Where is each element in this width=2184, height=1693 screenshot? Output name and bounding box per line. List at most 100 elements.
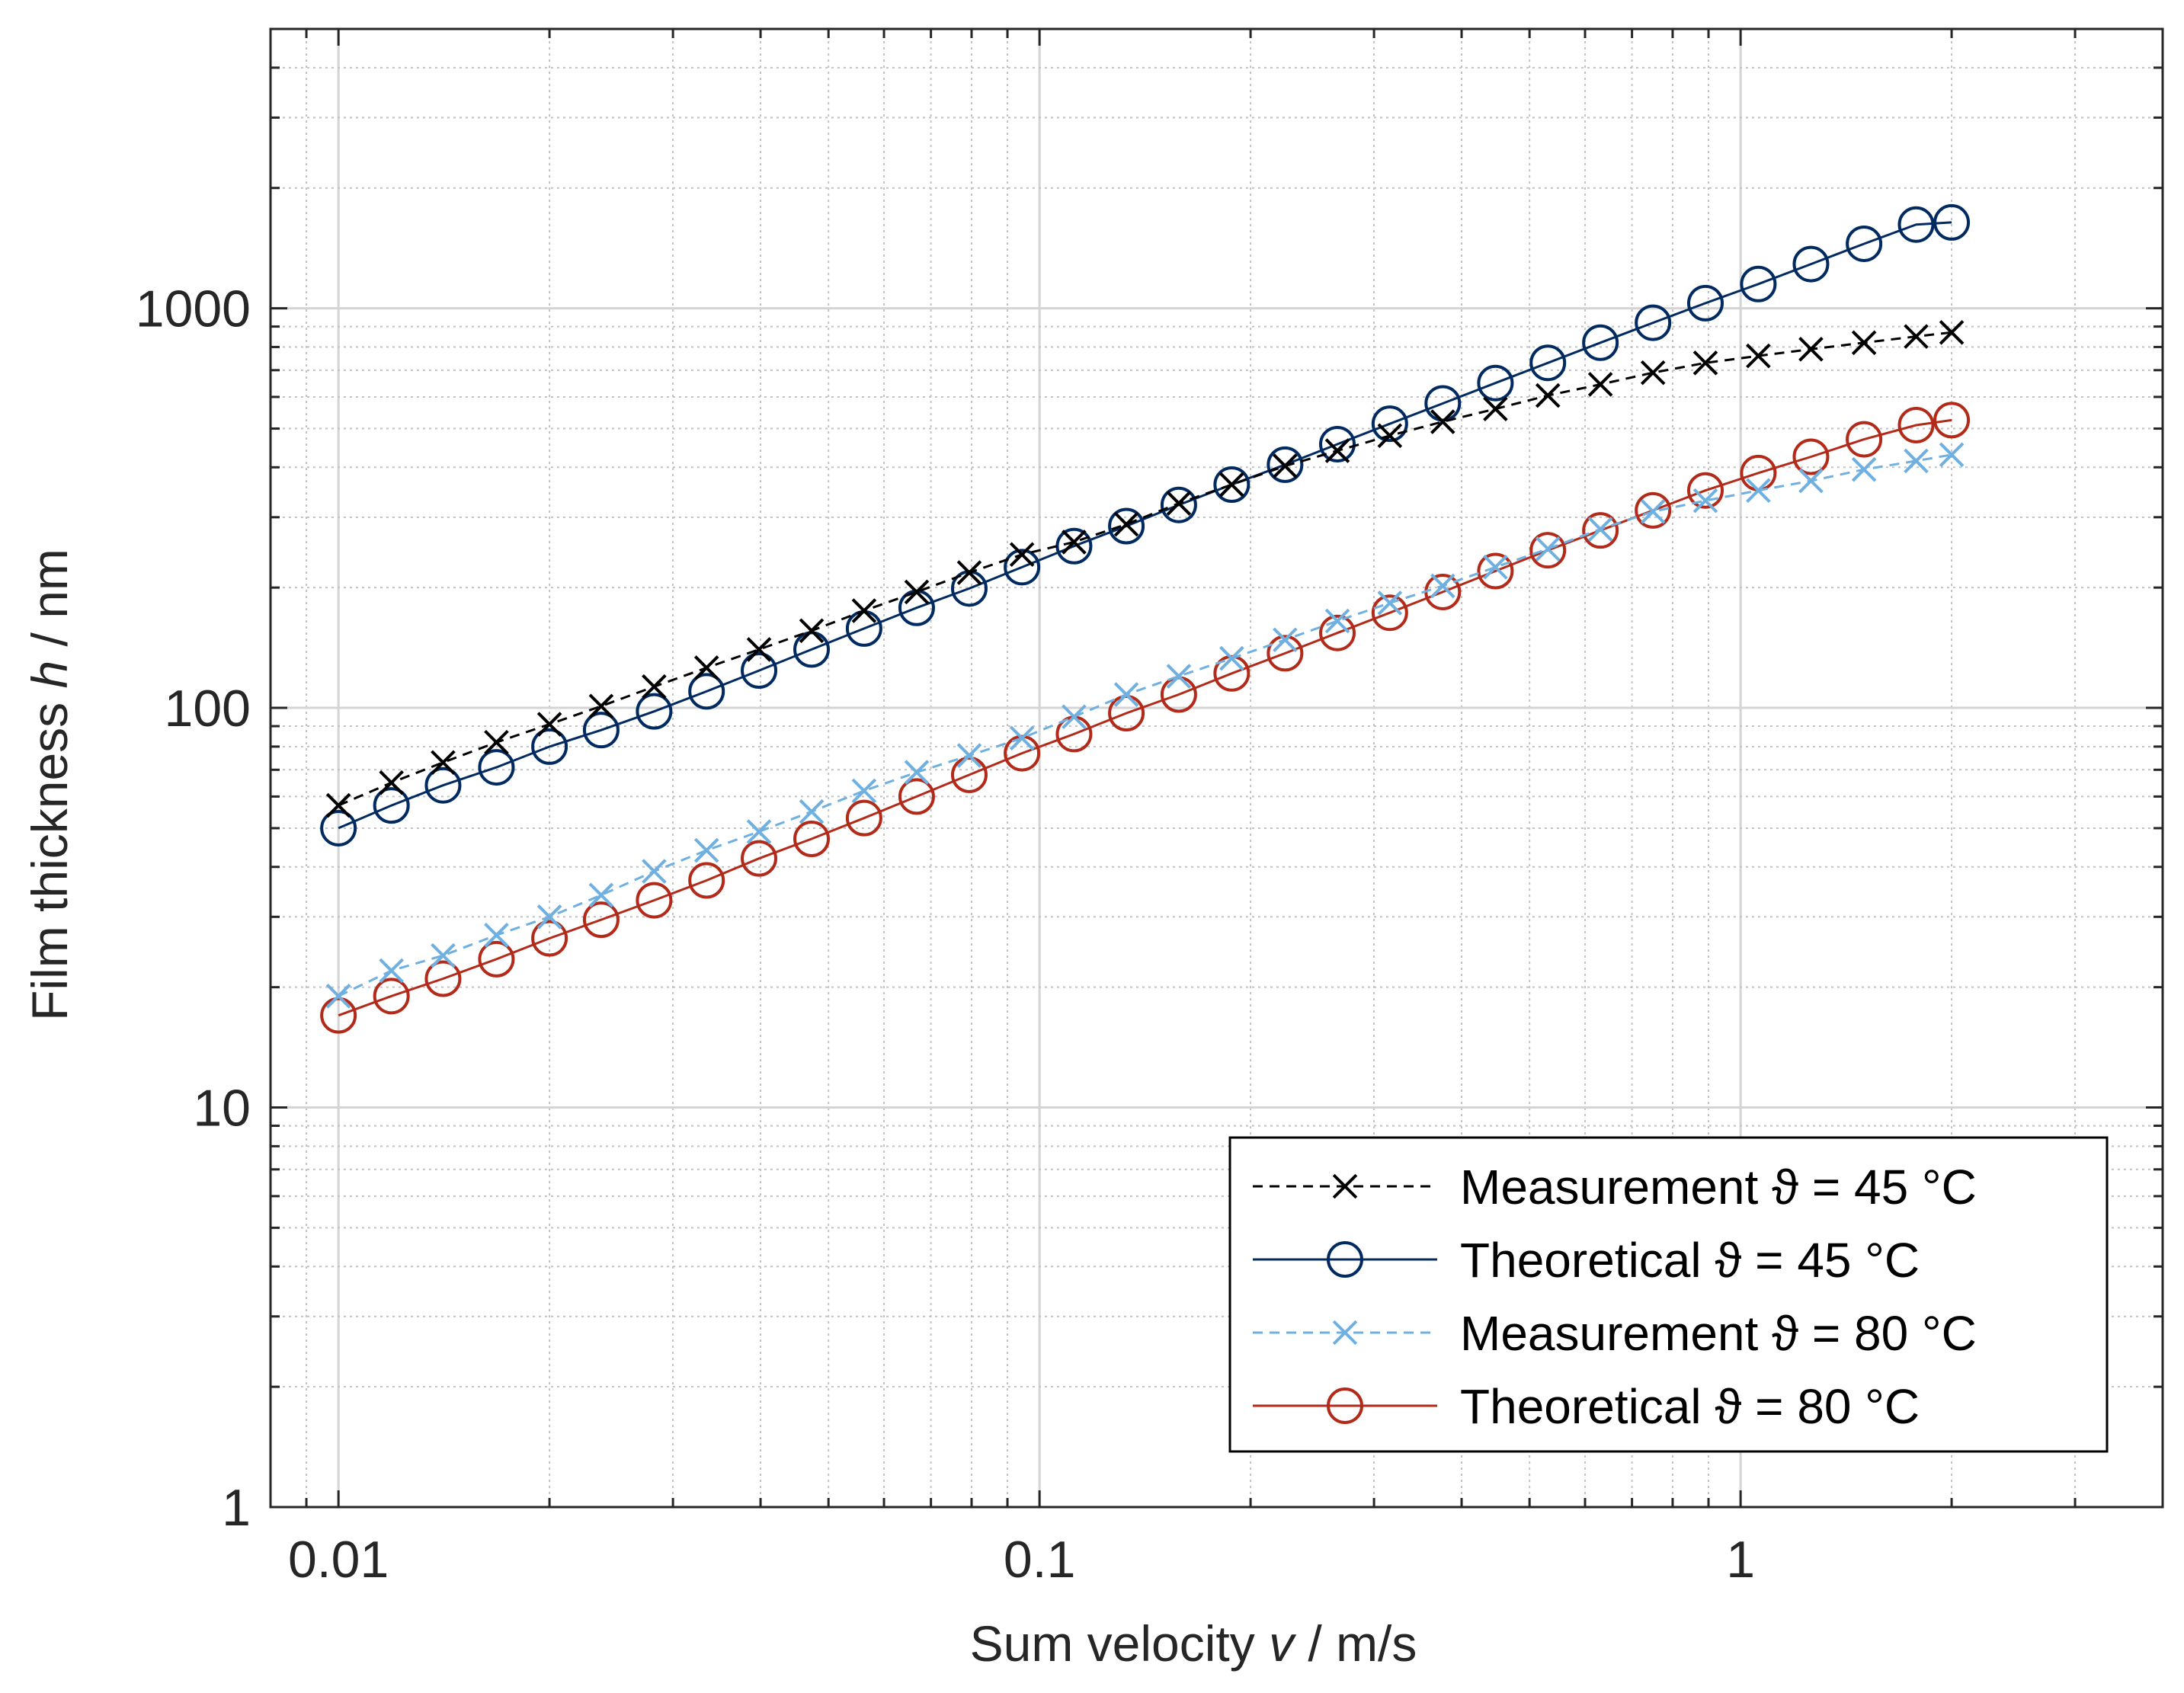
circle-marker: [1477, 364, 1514, 402]
x-marker: [1904, 324, 1929, 349]
x-marker: [1535, 382, 1561, 408]
circle-marker: [845, 799, 882, 837]
x-marker: [1324, 438, 1350, 463]
legend-label: Theoretical ϑ = 80 °C: [1460, 1379, 1920, 1434]
x-marker: [642, 859, 667, 884]
circle-marker: [1933, 203, 1971, 241]
x-marker: [1377, 590, 1403, 616]
x-marker: [799, 798, 825, 824]
x-marker: [1587, 372, 1613, 397]
legend: Measurement ϑ = 45 °C Theoretical ϑ = 45 …: [1228, 1136, 2109, 1453]
circle-marker: [373, 978, 410, 1015]
x-marker: [1009, 725, 1035, 751]
x-marker: [956, 560, 982, 585]
x-tick-label: 0.01: [288, 1531, 389, 1589]
circle-marker: [1108, 507, 1145, 545]
x-marker: [379, 958, 404, 984]
circle-marker: [1635, 304, 1672, 341]
circle-marker: [1004, 549, 1041, 586]
circle-marker: [1319, 614, 1356, 651]
circle-marker: [531, 728, 568, 765]
x-marker: [1640, 360, 1666, 386]
circle-marker: [636, 693, 673, 730]
circle-marker: [950, 756, 988, 793]
circle-marker: [741, 652, 778, 690]
x-marker: [1746, 478, 1771, 504]
legend-item-4: Theoretical ϑ = 80 °C: [1253, 1379, 1920, 1434]
x-marker: [1219, 472, 1244, 498]
plot-frame: [269, 27, 2164, 1509]
x-marker: [1483, 396, 1508, 421]
circle-marker: [424, 766, 462, 804]
x-marker: [484, 729, 509, 755]
series-group: [320, 203, 1971, 1034]
x-marker: [484, 922, 509, 948]
x-marker: [693, 655, 719, 680]
x-marker: [431, 943, 456, 968]
circle-marker: [1477, 552, 1514, 590]
circle-marker: [478, 940, 515, 978]
circle-marker: [741, 840, 778, 877]
circle-marker: [1319, 425, 1356, 462]
x-marker: [1483, 555, 1508, 580]
x-marker: [1851, 456, 1877, 482]
circle-marker: [1792, 245, 1830, 283]
y-tick-label: 100: [165, 680, 251, 738]
legend-item-3: Measurement ϑ = 80 °C: [1253, 1306, 1977, 1361]
x-marker: [1273, 453, 1298, 478]
x-tick-labels: 0.01 0.1 1: [288, 1531, 1755, 1589]
x-marker: [1332, 1320, 1358, 1346]
circle-marker: [320, 809, 357, 846]
y-tick-labels: 1 10 100 1000: [136, 280, 251, 1537]
x-marker: [1324, 608, 1350, 634]
x-marker: [1535, 536, 1561, 562]
y-tick-label: 1: [222, 1479, 251, 1537]
x-marker: [325, 792, 351, 818]
series-3-line: [338, 453, 1952, 997]
x-marker: [1692, 488, 1718, 514]
circle-marker: [373, 787, 410, 824]
x-marker: [1746, 343, 1771, 369]
circle-marker: [1267, 446, 1304, 483]
series-3-group: [325, 442, 1965, 1009]
circle-marker: [688, 862, 725, 899]
series-1-line: [338, 331, 1952, 807]
circle-marker: [424, 960, 462, 997]
series-2-group: [320, 203, 1971, 846]
circle-marker: [1897, 206, 1935, 243]
circle-marker: [1327, 1241, 1363, 1278]
series-4-group: [320, 402, 1971, 1034]
x-tick-label: 0.1: [1004, 1531, 1076, 1589]
x-marker: [1430, 573, 1455, 599]
circle-marker: [1687, 472, 1724, 509]
circle-marker: [793, 821, 831, 858]
axis-ticks: [269, 27, 2164, 1509]
x-marker: [325, 984, 351, 1009]
x-marker: [1219, 645, 1244, 671]
x-marker: [536, 712, 562, 737]
x-marker: [588, 882, 614, 908]
circle-marker: [1160, 486, 1197, 523]
legend-label: Measurement ϑ = 45 °C: [1460, 1160, 1977, 1215]
circle-marker: [1267, 635, 1304, 672]
x-marker: [1798, 336, 1824, 362]
x-marker: [1692, 350, 1718, 376]
x-marker: [1113, 511, 1139, 537]
circle-marker: [1933, 402, 1971, 439]
legend-label: Measurement ϑ = 80 °C: [1460, 1306, 1977, 1361]
x-marker: [1273, 627, 1298, 653]
circle-marker: [531, 920, 568, 957]
x-marker: [1939, 442, 1965, 468]
circle-marker: [478, 749, 515, 786]
circle-marker: [1327, 1387, 1363, 1424]
y-axis-label: Film thickness h / nm: [21, 549, 78, 1021]
legend-item-2: Theoretical ϑ = 45 °C: [1253, 1233, 1920, 1288]
circle-marker: [1792, 438, 1830, 475]
grid: [270, 28, 2163, 1509]
circle-marker: [1582, 512, 1619, 549]
x-marker: [1377, 423, 1403, 449]
x-marker: [642, 674, 667, 699]
x-marker: [746, 819, 772, 844]
circle-marker: [1582, 324, 1619, 361]
